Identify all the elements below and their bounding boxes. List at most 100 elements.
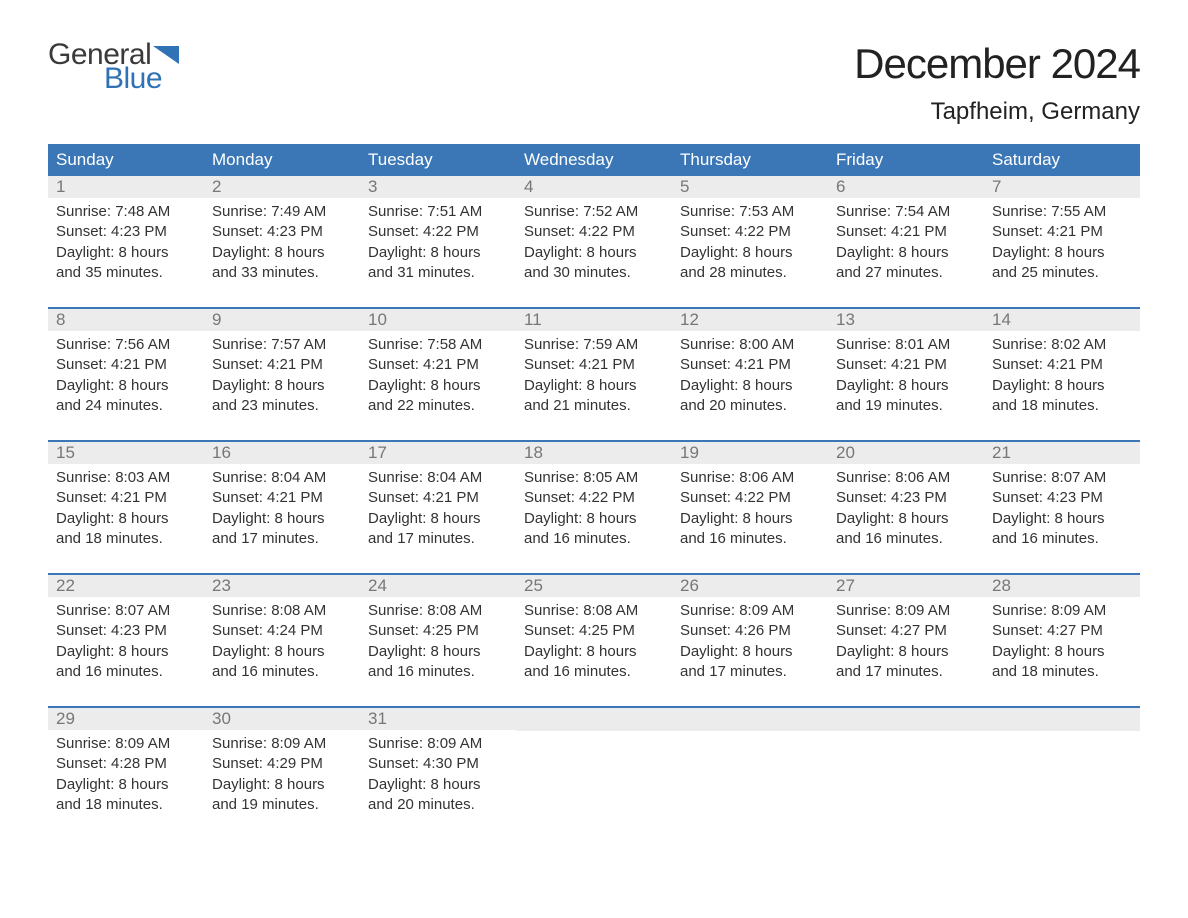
day-number: 20 — [828, 442, 984, 464]
sunset-line: Sunset: 4:21 PM — [836, 222, 976, 242]
day-cell: 24Sunrise: 8:08 AMSunset: 4:25 PMDayligh… — [360, 573, 516, 706]
daylight-line-1: Daylight: 8 hours — [992, 243, 1132, 263]
daylight-line-2: and 17 minutes. — [368, 529, 508, 549]
logo: General Blue — [48, 40, 179, 94]
day-number: 7 — [984, 176, 1140, 198]
daylight-line-1: Daylight: 8 hours — [680, 642, 820, 662]
sunset-line: Sunset: 4:22 PM — [524, 222, 664, 242]
day-cell — [672, 706, 828, 839]
daylight-line-2: and 16 minutes. — [524, 529, 664, 549]
day-cell: 17Sunrise: 8:04 AMSunset: 4:21 PMDayligh… — [360, 440, 516, 573]
day-number: 23 — [204, 575, 360, 597]
day-number: 19 — [672, 442, 828, 464]
sunrise-line: Sunrise: 8:09 AM — [368, 734, 508, 754]
day-cell: 8Sunrise: 7:56 AMSunset: 4:21 PMDaylight… — [48, 307, 204, 440]
day-number: 9 — [204, 309, 360, 331]
sunrise-line: Sunrise: 8:09 AM — [680, 601, 820, 621]
day-cell: 26Sunrise: 8:09 AMSunset: 4:26 PMDayligh… — [672, 573, 828, 706]
day-number: 12 — [672, 309, 828, 331]
day-number: 15 — [48, 442, 204, 464]
daylight-line-2: and 21 minutes. — [524, 396, 664, 416]
sunset-line: Sunset: 4:21 PM — [524, 355, 664, 375]
sunrise-line: Sunrise: 8:03 AM — [56, 468, 196, 488]
day-cell: 1Sunrise: 7:48 AMSunset: 4:23 PMDaylight… — [48, 176, 204, 307]
day-header: Monday — [204, 144, 360, 176]
daylight-line-2: and 31 minutes. — [368, 263, 508, 283]
day-number: 6 — [828, 176, 984, 198]
daylight-line-1: Daylight: 8 hours — [524, 509, 664, 529]
day-cell: 15Sunrise: 8:03 AMSunset: 4:21 PMDayligh… — [48, 440, 204, 573]
sunset-line: Sunset: 4:23 PM — [836, 488, 976, 508]
day-number: 25 — [516, 575, 672, 597]
day-number: 24 — [360, 575, 516, 597]
daylight-line-1: Daylight: 8 hours — [524, 376, 664, 396]
location: Tapfheim, Germany — [854, 98, 1140, 126]
day-cell: 4Sunrise: 7:52 AMSunset: 4:22 PMDaylight… — [516, 176, 672, 307]
sunrise-line: Sunrise: 7:59 AM — [524, 335, 664, 355]
sunrise-line: Sunrise: 8:09 AM — [836, 601, 976, 621]
empty-day — [672, 708, 828, 731]
daylight-line-2: and 19 minutes. — [212, 795, 352, 815]
sunset-line: Sunset: 4:21 PM — [368, 488, 508, 508]
daylight-line-2: and 24 minutes. — [56, 396, 196, 416]
day-cell: 21 Sunrise: 8:07 AMSunset: 4:23 PMDayligh… — [984, 440, 1140, 573]
daylight-line-2: and 19 minutes. — [836, 396, 976, 416]
sunset-line: Sunset: 4:22 PM — [680, 488, 820, 508]
day-cell: 14Sunrise: 8:02 AMSunset: 4:21 PMDayligh… — [984, 307, 1140, 440]
sunrise-line: Sunrise: 7:51 AM — [368, 202, 508, 222]
sunrise-line: Sunrise: 8:08 AM — [212, 601, 352, 621]
daylight-line-1: Daylight: 8 hours — [368, 775, 508, 795]
sunset-line: Sunset: 4:21 PM — [56, 488, 196, 508]
sunrise-line: Sunrise: 8:07 AM — [56, 601, 196, 621]
day-cell: 27Sunrise: 8:09 AMSunset: 4:27 PMDayligh… — [828, 573, 984, 706]
sunset-line: Sunset: 4:23 PM — [992, 488, 1132, 508]
day-number: 16 — [204, 442, 360, 464]
day-cell — [984, 706, 1140, 839]
sunrise-line: Sunrise: 8:09 AM — [56, 734, 196, 754]
daylight-line-2: and 16 minutes. — [680, 529, 820, 549]
day-number: 1 — [48, 176, 204, 198]
daylight-line-1: Daylight: 8 hours — [992, 509, 1132, 529]
daylight-line-2: and 18 minutes. — [56, 529, 196, 549]
day-number: 17 — [360, 442, 516, 464]
daylight-line-2: and 30 minutes. — [524, 263, 664, 283]
daylight-line-1: Daylight: 8 hours — [836, 376, 976, 396]
day-cell: 30Sunrise: 8:09 AMSunset: 4:29 PMDayligh… — [204, 706, 360, 839]
daylight-line-1: Daylight: 8 hours — [836, 642, 976, 662]
daylight-line-2: and 16 minutes. — [524, 662, 664, 682]
daylight-line-1: Daylight: 8 hours — [680, 376, 820, 396]
day-header: Saturday — [984, 144, 1140, 176]
sunrise-line: Sunrise: 8:06 AM — [836, 468, 976, 488]
sunrise-line: Sunrise: 7:55 AM — [992, 202, 1132, 222]
daylight-line-1: Daylight: 8 hours — [212, 376, 352, 396]
day-cell: 16Sunrise: 8:04 AMSunset: 4:21 PMDayligh… — [204, 440, 360, 573]
sunset-line: Sunset: 4:28 PM — [56, 754, 196, 774]
sunrise-line: Sunrise: 7:57 AM — [212, 335, 352, 355]
daylight-line-2: and 17 minutes. — [836, 662, 976, 682]
sunset-line: Sunset: 4:21 PM — [212, 488, 352, 508]
day-cell: 10Sunrise: 7:58 AMSunset: 4:21 PMDayligh… — [360, 307, 516, 440]
sunrise-line: Sunrise: 8:07 AM — [992, 468, 1132, 488]
sunrise-line: Sunrise: 8:01 AM — [836, 335, 976, 355]
day-cell: 25Sunrise: 8:08 AMSunset: 4:25 PMDayligh… — [516, 573, 672, 706]
sunrise-line: Sunrise: 7:56 AM — [56, 335, 196, 355]
day-cell: 7Sunrise: 7:55 AMSunset: 4:21 PMDaylight… — [984, 176, 1140, 307]
sunset-line: Sunset: 4:21 PM — [992, 355, 1132, 375]
day-number: 10 — [360, 309, 516, 331]
day-cell: 13Sunrise: 8:01 AMSunset: 4:21 PMDayligh… — [828, 307, 984, 440]
daylight-line-1: Daylight: 8 hours — [680, 243, 820, 263]
day-number: 14 — [984, 309, 1140, 331]
day-cell: 22Sunrise: 8:07 AMSunset: 4:23 PMDayligh… — [48, 573, 204, 706]
day-number: 22 — [48, 575, 204, 597]
day-header: Sunday — [48, 144, 204, 176]
day-header: Thursday — [672, 144, 828, 176]
day-number: 21 — [984, 442, 1140, 464]
daylight-line-1: Daylight: 8 hours — [212, 775, 352, 795]
day-cell — [828, 706, 984, 839]
sunrise-line: Sunrise: 7:54 AM — [836, 202, 976, 222]
day-cell: 19Sunrise: 8:06 AMSunset: 4:22 PMDayligh… — [672, 440, 828, 573]
daylight-line-2: and 16 minutes. — [212, 662, 352, 682]
sunset-line: Sunset: 4:27 PM — [836, 621, 976, 641]
day-number: 29 — [48, 708, 204, 730]
daylight-line-2: and 16 minutes. — [836, 529, 976, 549]
